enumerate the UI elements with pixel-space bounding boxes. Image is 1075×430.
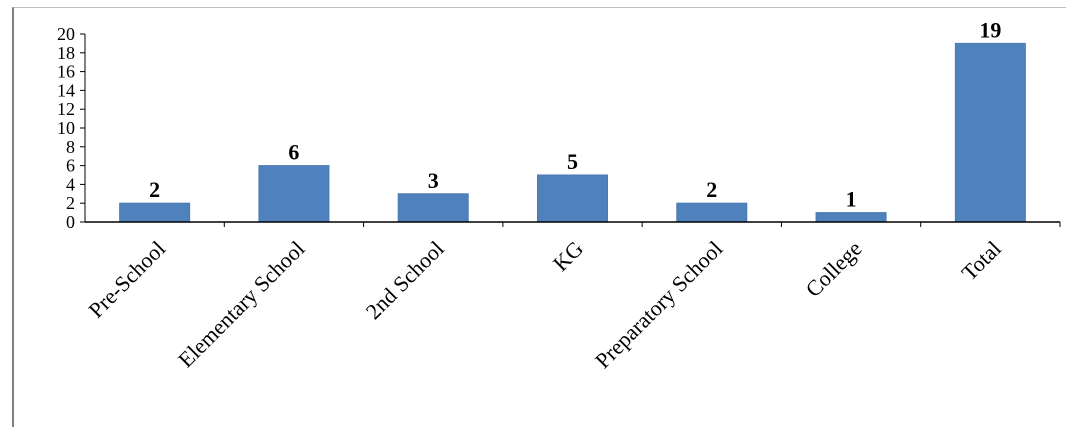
x-tick-label: College [801, 236, 867, 302]
x-axis: Pre-School Elementary School 2nd School KG P… [83, 221, 1061, 373]
bar [815, 212, 887, 223]
y-tick-label: 6 [66, 156, 75, 176]
data-label: 19 [979, 17, 1001, 42]
data-label: 5 [567, 149, 578, 174]
y-tick-label: 8 [66, 137, 75, 157]
y-tick-label: 0 [66, 212, 75, 232]
data-label: 2 [706, 177, 717, 202]
y-tick-label: 12 [57, 99, 75, 119]
y-tick-label: 2 [66, 193, 75, 213]
bar [258, 165, 330, 223]
y-tick-label: 14 [57, 80, 75, 100]
bars [119, 42, 1026, 223]
data-label: 6 [288, 140, 299, 165]
data-label: 2 [149, 177, 160, 202]
y-tick-label: 20 [57, 24, 75, 44]
chart-frame [12, 7, 1066, 427]
bar [954, 42, 1026, 223]
x-tick-label: Pre-School [83, 236, 170, 323]
x-tick-label: Elementary School [173, 236, 309, 372]
data-label: 1 [846, 187, 857, 212]
bar [537, 174, 608, 223]
y-tick-label: 16 [57, 62, 75, 82]
bar [397, 193, 469, 223]
data-labels: 2 6 3 5 2 1 19 [149, 17, 1001, 211]
bar [676, 202, 748, 223]
x-tick-label: 2nd School [361, 236, 449, 324]
x-tick-label: Preparatory School [590, 236, 727, 373]
y-tick-label: 18 [57, 43, 75, 63]
x-tick-label: KG [548, 236, 588, 276]
bar [119, 202, 191, 223]
x-tick-label: Total [956, 236, 1005, 285]
data-label: 3 [428, 168, 439, 193]
y-tick-label: 10 [57, 118, 75, 138]
y-tick-label: 4 [66, 174, 75, 194]
